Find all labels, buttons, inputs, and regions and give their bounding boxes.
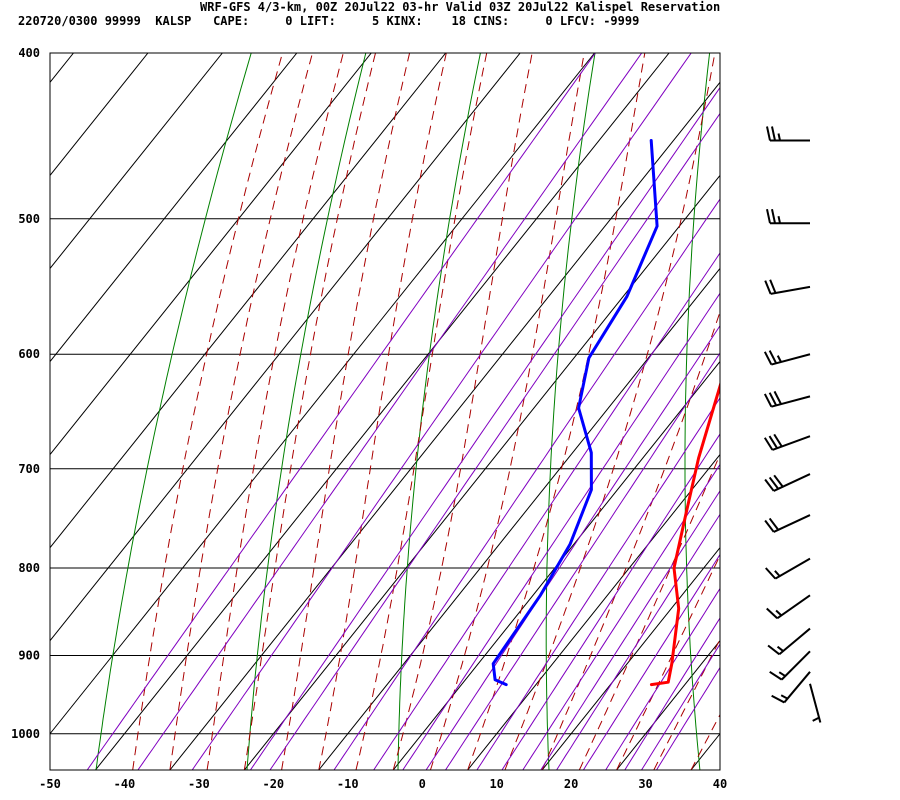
x-tick-label: -20 (262, 777, 284, 791)
wind-barb (769, 650, 811, 681)
wind-barb (809, 683, 822, 723)
mixing-ratio-line (540, 490, 720, 770)
y-tick-label: 500 (18, 212, 40, 226)
background-lines (50, 53, 851, 770)
x-tick-label: -40 (114, 777, 136, 791)
y-tick-label: 400 (18, 46, 40, 60)
wind-barb (763, 390, 811, 408)
x-tick-label: 0 (419, 777, 426, 791)
station-indices-line: 220720/0300 99999 KALSP CAPE: 0 LIFT: 5 … (18, 14, 640, 28)
isotherm-line (616, 639, 720, 770)
y-tick-label: 700 (18, 462, 40, 476)
wind-barb (767, 627, 811, 656)
isotherm-line (541, 546, 720, 770)
moist-adiabat-line (169, 53, 313, 770)
y-tick-label: 900 (18, 648, 40, 662)
moist-adiabat-line (318, 53, 447, 770)
moist-adiabat-line (504, 53, 716, 770)
wind-barb (771, 671, 811, 704)
chart-title: WRF-GFS 4/3-km, 00Z 20Jul22 03-hr Valid … (200, 0, 721, 14)
wind-barb (765, 557, 811, 580)
x-tick-label: 20 (564, 777, 578, 791)
tick-labels: 400 500 600 700 800 900 1000 -50 -40 -30 -20 -10 0 10… (11, 46, 727, 791)
wind-barb (766, 126, 810, 142)
mixing-ratio-line (269, 112, 720, 770)
y-tick-label: 1000 (11, 727, 40, 741)
wind-barb (763, 350, 811, 366)
wind-barb (763, 433, 811, 451)
wind-barb (766, 594, 811, 620)
isotherm-line (50, 53, 223, 270)
isotherm-line (95, 53, 670, 770)
x-tick-label: 40 (713, 777, 727, 791)
moist-adiabat-line (429, 53, 585, 770)
wind-barb (766, 209, 810, 225)
x-tick-label: -10 (337, 777, 359, 791)
moist-adiabat-line (392, 53, 533, 770)
wind-barb (764, 473, 811, 492)
dry-adiabat-line (815, 53, 851, 770)
isotherm-line (169, 81, 720, 770)
dry-adiabat-line (545, 53, 596, 770)
dry-adiabat-line (95, 53, 252, 770)
dry-adiabat-line (684, 53, 711, 770)
moist-adiabat-line (243, 53, 376, 770)
y-tick-label: 600 (18, 347, 40, 361)
moist-adiabat-line (206, 53, 344, 770)
y-tick-label: 800 (18, 561, 40, 575)
mixing-ratio-line (476, 397, 720, 770)
moist-adiabat-line (281, 53, 411, 770)
isotherm-line (392, 360, 720, 770)
dry-adiabat-line (246, 53, 367, 770)
moist-adiabat-line (616, 554, 720, 770)
isotherm-line (243, 174, 720, 770)
mixing-ratio-line (556, 513, 720, 770)
moist-adiabat-line (467, 53, 646, 770)
moist-adiabat-line (690, 713, 720, 770)
mixing-ratio-line (191, 53, 692, 770)
isotherm-line (50, 53, 372, 456)
x-tick-label: -50 (39, 777, 61, 791)
mixing-ratio-line (656, 666, 720, 770)
isotherm-line (50, 53, 298, 363)
moist-adiabat-line (132, 53, 283, 770)
wind-barb (764, 514, 811, 533)
mixing-ratio-line (402, 292, 720, 770)
moist-adiabat-line (578, 453, 720, 770)
dewpoint-profile (491, 139, 659, 687)
mixing-ratio-line (605, 587, 720, 770)
isotherm-line (467, 453, 720, 770)
wind-barb (764, 279, 811, 295)
isotherm-line (50, 53, 595, 735)
profile-lines (491, 139, 720, 687)
x-tick-label: -30 (188, 777, 210, 791)
moist-adiabat-line (355, 53, 488, 770)
mixing-ratio-line (582, 553, 720, 770)
mixing-ratio-line (445, 352, 720, 770)
moist-adiabat-line (653, 638, 720, 770)
isotherm-line (690, 732, 720, 770)
mixing-ratio-line (522, 463, 720, 770)
mixing-ratio-line (249, 86, 720, 770)
mixing-ratio-line (333, 198, 720, 770)
mixing-ratio-line (425, 324, 720, 770)
plot-frame (49, 52, 721, 771)
dry-adiabat-line (397, 53, 481, 770)
x-tick-label: 30 (638, 777, 652, 791)
x-tick-label: 10 (489, 777, 503, 791)
mixing-ratio-line (137, 53, 643, 770)
isotherm-line (50, 53, 521, 642)
isotherm-line (50, 53, 149, 177)
isotherm-line (318, 267, 720, 770)
mixing-ratio-line (373, 252, 720, 770)
wind-barbs (763, 126, 822, 723)
mixing-ratio-line (624, 617, 720, 770)
temperature-profile (649, 381, 720, 687)
mixing-ratio-line (86, 53, 596, 770)
mixing-ratio-line (501, 433, 720, 770)
mixing-ratio-line (641, 643, 720, 770)
